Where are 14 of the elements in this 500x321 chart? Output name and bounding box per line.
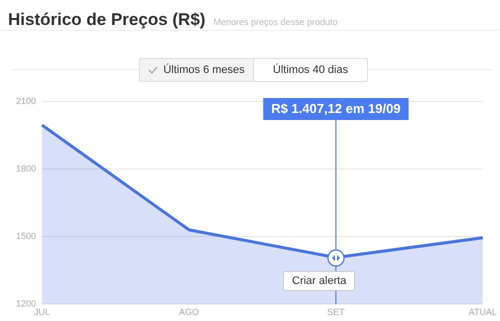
- x-tick-label: AGO: [178, 307, 199, 318]
- annotation: Criar alerta: [283, 271, 356, 291]
- y-tick-label: 2100: [16, 96, 36, 106]
- chart-subtitle: Menores preços desse produto: [213, 17, 338, 27]
- y-tick-label: 1800: [16, 163, 36, 174]
- text: Últimos 6 meses: [163, 64, 245, 76]
- x-tick-label: SET: [327, 307, 346, 318]
- text: Últimos 40 dias: [272, 62, 350, 78]
- x-tick-label: JUL: [34, 307, 50, 318]
- y-tick-label: 1200: [16, 298, 36, 309]
- chart-title: Histórico de Preços (R$): [8, 10, 206, 30]
- x-tick-label: ATUAL: [468, 307, 497, 318]
- y-tick-label: 1500: [16, 231, 36, 242]
- annotation: R$ 1.407,12 em 19/09: [271, 101, 401, 116]
